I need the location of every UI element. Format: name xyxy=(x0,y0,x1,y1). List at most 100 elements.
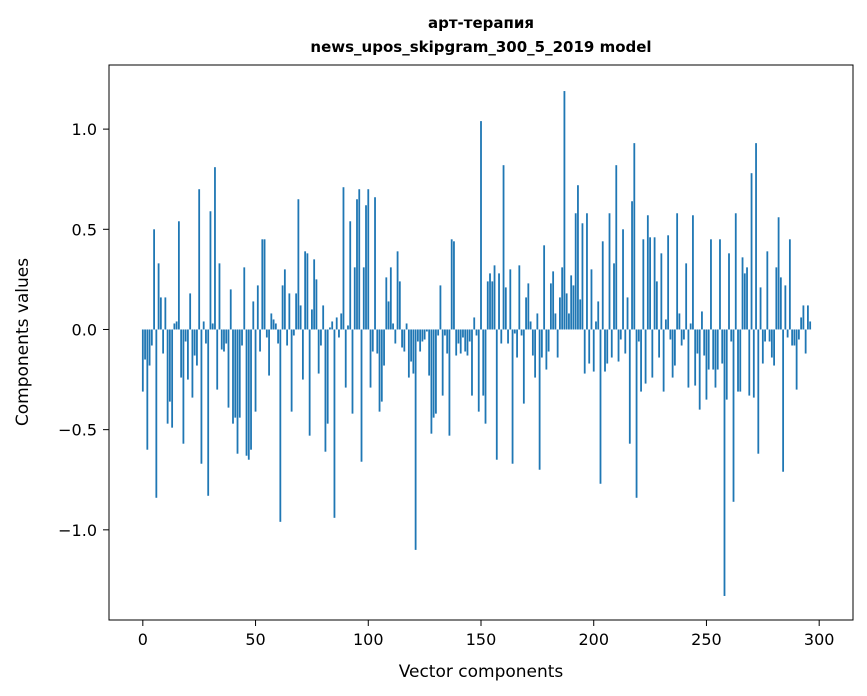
bar xyxy=(552,271,555,330)
bar xyxy=(637,329,640,342)
bar xyxy=(604,329,606,372)
bar xyxy=(486,281,489,330)
bar xyxy=(489,273,491,330)
bar xyxy=(223,329,225,352)
bar xyxy=(694,329,697,386)
x-axis-label: Vector components xyxy=(399,662,564,682)
bar xyxy=(205,329,207,344)
bar xyxy=(750,173,753,330)
bar xyxy=(349,221,352,330)
bar xyxy=(225,329,228,344)
bar xyxy=(238,329,241,418)
bar xyxy=(568,313,570,330)
bar xyxy=(662,329,665,392)
bar xyxy=(788,239,791,330)
bar xyxy=(800,317,803,330)
bar xyxy=(385,277,388,330)
bar xyxy=(549,283,552,330)
bar xyxy=(757,329,760,454)
bar xyxy=(529,321,532,330)
bar xyxy=(241,329,243,346)
bar xyxy=(707,329,710,370)
bar xyxy=(317,329,320,374)
bar xyxy=(683,329,685,340)
bar xyxy=(507,329,509,344)
bar xyxy=(770,329,773,358)
bar xyxy=(660,253,663,330)
bar xyxy=(644,329,647,384)
bar xyxy=(705,329,708,400)
bar xyxy=(692,215,694,330)
bar xyxy=(628,329,631,444)
bar xyxy=(365,205,367,330)
bar xyxy=(182,329,185,444)
bar xyxy=(419,329,422,352)
bar xyxy=(725,329,728,400)
bar xyxy=(153,229,155,330)
bar xyxy=(234,329,237,418)
bar xyxy=(184,329,187,342)
bar xyxy=(295,293,298,330)
bar xyxy=(673,329,676,366)
bar xyxy=(752,329,755,398)
bar xyxy=(710,239,712,330)
bar xyxy=(462,329,464,338)
bar xyxy=(383,329,385,366)
bar xyxy=(351,329,354,414)
x-tick-label: 150 xyxy=(466,630,497,649)
bar xyxy=(559,297,561,330)
bar xyxy=(410,329,413,362)
bar xyxy=(256,285,259,330)
bar xyxy=(155,329,158,498)
bar xyxy=(220,329,223,350)
x-tick-label: 250 xyxy=(691,630,722,649)
bar xyxy=(617,329,620,362)
bar xyxy=(669,329,672,340)
bar xyxy=(730,329,733,342)
bar xyxy=(649,237,651,330)
bar xyxy=(340,313,343,330)
bars-group xyxy=(141,91,812,596)
bar xyxy=(581,223,584,330)
bar xyxy=(773,329,775,366)
bar xyxy=(642,239,645,330)
bar xyxy=(728,253,730,330)
bar xyxy=(613,263,615,330)
chart-title: арт-терапия xyxy=(428,14,534,32)
bar xyxy=(311,309,313,330)
bar xyxy=(437,329,440,336)
bar xyxy=(471,329,473,396)
bar xyxy=(175,321,178,330)
y-tick-label: 1.0 xyxy=(72,120,97,139)
bar xyxy=(405,323,408,330)
bar xyxy=(214,167,216,330)
y-axis-ticks: −1.0 −0.5 0.0 0.5 1.0 xyxy=(58,120,109,540)
bar xyxy=(608,213,611,330)
chart-subtitle: news_upos_skipgram_300_5_2019 model xyxy=(310,38,651,56)
bar xyxy=(247,329,250,460)
bar xyxy=(748,329,751,396)
bar xyxy=(696,329,699,354)
bar xyxy=(229,289,232,330)
bar xyxy=(347,325,349,330)
bar xyxy=(216,329,219,390)
bar xyxy=(398,281,401,330)
bar xyxy=(261,239,264,330)
bar xyxy=(667,235,670,330)
bar xyxy=(324,329,327,452)
bar xyxy=(403,329,406,352)
bar xyxy=(236,329,239,454)
bar xyxy=(536,313,539,330)
bar xyxy=(376,329,379,354)
bar xyxy=(592,329,595,372)
bar xyxy=(168,329,171,402)
bar xyxy=(428,329,431,376)
y-axis-label: Components values xyxy=(13,258,33,426)
bar xyxy=(369,329,372,388)
bar xyxy=(522,329,525,404)
bar xyxy=(777,217,780,330)
x-tick-label: 50 xyxy=(245,630,265,649)
bar xyxy=(263,239,266,330)
bar xyxy=(455,329,458,356)
